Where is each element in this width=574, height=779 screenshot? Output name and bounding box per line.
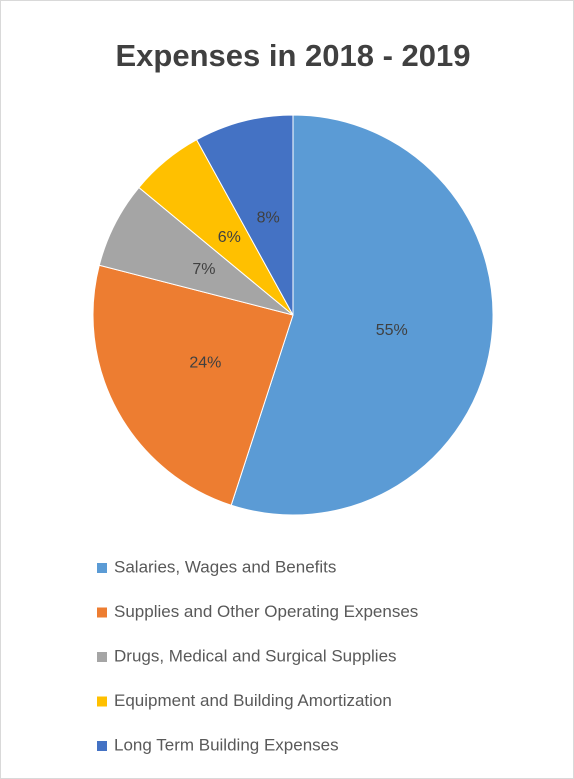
pie-slice [195,114,294,316]
legend-swatch [97,696,107,707]
data-label: 55% [376,322,408,339]
legend-swatch [97,607,107,618]
data-label: 7% [192,261,215,278]
legend-swatch [97,563,107,573]
data-label: 24% [189,354,221,371]
data-label: 6% [218,229,241,246]
legend-label: Equipment and Building Amortization [114,691,392,710]
legend-label: Drugs, Medical and Surgical Supplies [114,646,397,665]
legend-swatch [97,652,107,662]
pie: 55% 24% 7%6% 8% [92,114,494,516]
pie-slice [92,264,294,506]
legend-label: Supplies and Other Operating Expenses [114,602,418,621]
legend-swatch [97,741,107,751]
chart-title: Expenses in 2018 - 2019 [115,38,470,73]
data-label: 8% [257,209,280,226]
legend-label: Salaries, Wages and Benefits [114,557,336,576]
legend-label: Long Term Building Expenses [114,735,339,754]
pie-slice [230,114,494,516]
legend: Salaries, Wages and Benefits Supplies and… [97,557,418,754]
